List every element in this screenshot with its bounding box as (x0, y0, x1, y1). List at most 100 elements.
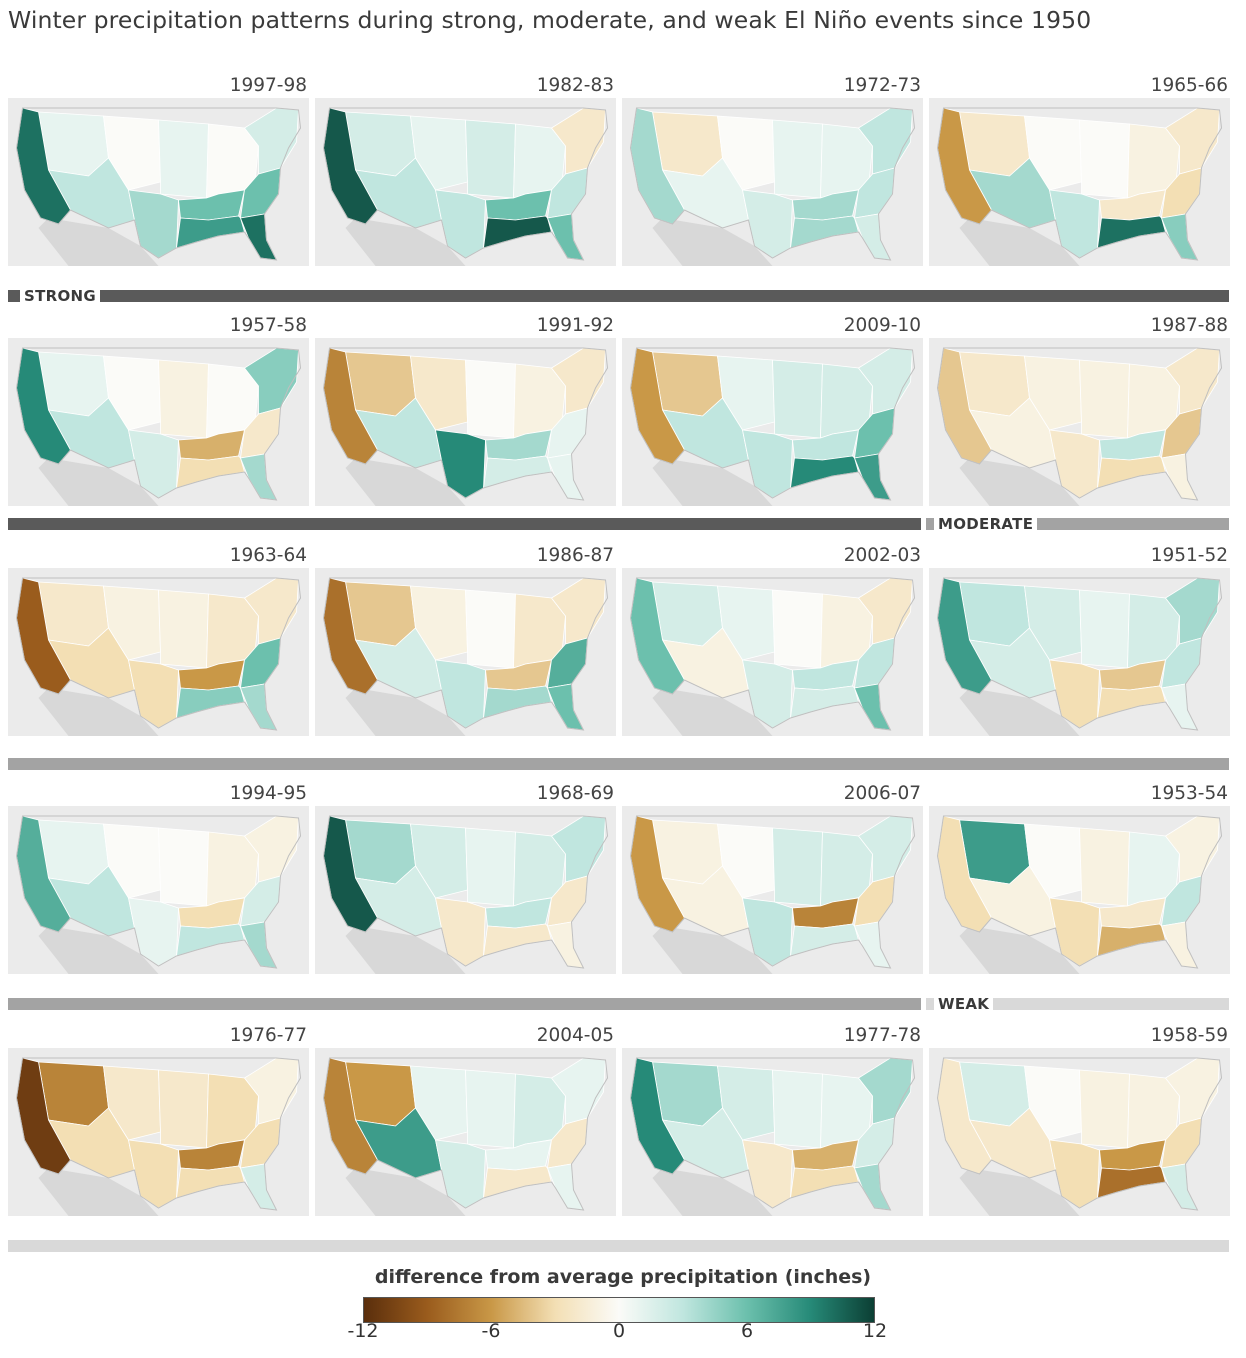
region-rockies (1024, 115, 1082, 191)
region-florida (1160, 921, 1199, 969)
legend-tick-label: -12 (347, 1320, 379, 1342)
panel-year-label: 1963-64 (229, 545, 307, 566)
mexico-landmass (959, 1168, 1080, 1216)
region-rockies (1024, 585, 1082, 661)
region-plains (1079, 1069, 1130, 1149)
region-plains (465, 827, 516, 907)
mexico-landmass (38, 1168, 159, 1216)
category-bar-moderate-row3 (8, 758, 1229, 770)
us-outline (629, 1057, 916, 1211)
map-frame (8, 98, 309, 266)
weak-label: WEAK (934, 993, 994, 1015)
mexico-landmass (959, 458, 1080, 506)
mexico-landmass (652, 926, 773, 974)
region-plains (1079, 119, 1130, 199)
us-choropleth-map (322, 347, 609, 506)
us-outline (322, 1057, 609, 1211)
map-frame (8, 338, 309, 506)
mexico-landmass (38, 926, 159, 974)
region-northwest-interior (38, 351, 109, 417)
map-frame (315, 1048, 616, 1216)
mexico-landmass (652, 1168, 773, 1216)
us-outline (15, 347, 302, 501)
category-bar-weak: WEAK (8, 993, 1229, 1015)
map-panel: 1958-59 (929, 1024, 1230, 1217)
region-gulf-coast (176, 215, 246, 249)
region-gulf-coast (1097, 215, 1167, 249)
panel-year-label: 1991-92 (536, 315, 614, 336)
map-frame (622, 1048, 923, 1216)
region-northwest-interior (38, 1061, 109, 1127)
map-panel: 2002-03 (622, 544, 923, 737)
region-florida (546, 683, 585, 731)
us-choropleth-map (936, 347, 1223, 506)
panel-year-label: 1953-54 (1150, 783, 1228, 804)
region-rockies (717, 1065, 775, 1141)
region-florida (239, 921, 278, 969)
map-panel: 1987-88 (929, 314, 1230, 507)
region-rockies (1024, 823, 1082, 899)
us-outline (629, 577, 916, 731)
map-frame (8, 568, 309, 736)
moderate-row3-fill (8, 758, 1229, 770)
region-rockies (410, 115, 468, 191)
us-outline (936, 1057, 1223, 1211)
region-northwest-interior (652, 581, 723, 647)
region-northwest-interior (652, 111, 723, 177)
map-panel: 1963-64 (8, 544, 309, 737)
us-outline (15, 577, 302, 731)
mexico-landmass (959, 926, 1080, 974)
strong-continuation-fill (8, 518, 921, 530)
region-plains (1079, 589, 1130, 669)
us-outline (629, 107, 916, 261)
us-outline (15, 107, 302, 261)
us-choropleth-map (629, 815, 916, 974)
map-frame (315, 338, 616, 506)
us-outline (15, 1057, 302, 1211)
region-florida (239, 1163, 278, 1211)
map-frame (315, 806, 616, 974)
region-florida (546, 921, 585, 969)
strong-bar-tick (9, 291, 15, 301)
region-northwest-interior (345, 581, 416, 647)
region-plains (772, 119, 823, 199)
map-panel: 2004-05 (315, 1024, 616, 1217)
mexico-landmass (345, 218, 466, 266)
region-plains (465, 359, 516, 439)
region-plains (465, 589, 516, 669)
us-choropleth-map (629, 107, 916, 266)
map-panel: 1982-83 (315, 74, 616, 267)
region-northwest-interior (652, 819, 723, 885)
map-frame (622, 568, 923, 736)
region-gulf-coast (483, 215, 553, 249)
region-plains (772, 1069, 823, 1149)
panel-year-label: 1965-66 (1150, 75, 1228, 96)
region-rockies (410, 355, 468, 431)
us-outline (322, 815, 609, 969)
region-rockies (103, 585, 161, 661)
map-frame (622, 98, 923, 266)
panel-year-label: 1986-87 (536, 545, 614, 566)
us-outline (629, 347, 916, 501)
region-gulf-coast (483, 923, 553, 957)
region-plains (772, 359, 823, 439)
panel-year-label: 1976-77 (229, 1025, 307, 1046)
region-northwest-interior (652, 1061, 723, 1127)
region-gulf-coast (790, 215, 860, 249)
map-frame (929, 806, 1230, 974)
region-florida (239, 453, 278, 501)
us-outline (322, 577, 609, 731)
panel-year-label: 1958-59 (1150, 1025, 1228, 1046)
region-rockies (717, 823, 775, 899)
us-outline (629, 815, 916, 969)
region-gulf-coast (483, 455, 553, 489)
region-northwest-interior (38, 111, 109, 177)
region-northwest-interior (345, 1061, 416, 1127)
legend-title: difference from average precipitation (i… (374, 1266, 872, 1288)
map-panel: 1986-87 (315, 544, 616, 737)
map-panel: 2009-10 (622, 314, 923, 507)
region-florida (853, 683, 892, 731)
region-florida (1160, 1163, 1199, 1211)
region-plains (772, 589, 823, 669)
region-gulf-coast (176, 1165, 246, 1199)
